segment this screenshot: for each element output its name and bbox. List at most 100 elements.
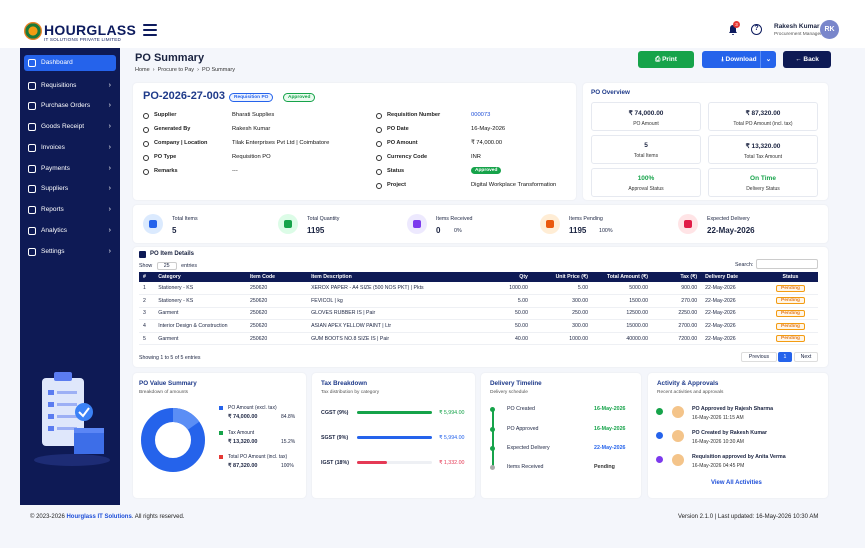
column-header[interactable]: # bbox=[139, 272, 155, 282]
detail-label: Currency Code bbox=[387, 154, 428, 160]
tax-bar-fill bbox=[357, 461, 387, 464]
table-cell: XEROX PAPER - A4 SIZE (500 NOS PKT) | Pk… bbox=[307, 282, 489, 296]
check-icon bbox=[656, 456, 663, 463]
table-cell: 2700.00 bbox=[652, 319, 702, 333]
entries-select[interactable]: 25 bbox=[156, 262, 177, 270]
crumb-home[interactable]: Home bbox=[135, 67, 150, 73]
chevron-down-icon[interactable]: ⌄ bbox=[760, 51, 776, 68]
table-row[interactable]: 2 Stationery - KS 250620 FEVICOL | kg 5.00 30… bbox=[139, 294, 818, 308]
timeline-title: Delivery Timeline bbox=[490, 380, 542, 387]
sidebar-item-goods-receipt[interactable]: Goods Receipt › bbox=[24, 119, 116, 135]
table-cell: Pending bbox=[758, 319, 818, 333]
prev-button[interactable]: Previous bbox=[741, 352, 777, 362]
overview-value: 5 bbox=[644, 142, 648, 149]
sidebar-item-analytics[interactable]: Analytics › bbox=[24, 223, 116, 239]
stats-card bbox=[133, 205, 828, 243]
search-input[interactable] bbox=[756, 259, 818, 269]
stat-label: Total Quantity bbox=[307, 216, 340, 222]
sidebar-item-payments[interactable]: Payments › bbox=[24, 161, 116, 177]
column-header[interactable]: Status bbox=[758, 272, 818, 282]
table-cell: 1000.00 bbox=[531, 332, 592, 346]
overview-box: ₹ 13,320.00 Total Tax Amount bbox=[708, 135, 818, 164]
avatar[interactable]: RK bbox=[820, 20, 839, 39]
timeline-label: PO Approved bbox=[507, 426, 539, 432]
table-cell: Pending bbox=[758, 332, 818, 346]
table-cell: 15000.00 bbox=[591, 319, 653, 333]
column-header[interactable]: Total Amount (₹) bbox=[591, 272, 653, 282]
sidebar-item-settings[interactable]: Settings › bbox=[24, 244, 116, 260]
table-cell: 250620 bbox=[245, 294, 308, 308]
legend-label: PO Amount (excl. tax) bbox=[228, 405, 277, 411]
download-button[interactable]: ⭳ Download ⌄ bbox=[702, 51, 776, 68]
user-name: Rakesh Kumar bbox=[774, 23, 820, 30]
sidebar-item-reports[interactable]: Reports › bbox=[24, 202, 116, 218]
column-header[interactable]: Item Code bbox=[245, 272, 308, 282]
table-row[interactable]: 1 Stationery - KS 250620 XEROX PAPER - A4 S… bbox=[139, 282, 818, 296]
sidebar-item-label: Invoices bbox=[41, 144, 65, 151]
stat-value: 1195 bbox=[307, 226, 325, 235]
icon-glyph bbox=[149, 220, 157, 228]
table-cell: 4 bbox=[139, 319, 155, 333]
table-row[interactable]: 5 Garment 250620 GUM BOOTS NO.8 SIZE IS | P… bbox=[139, 332, 818, 346]
sidebar-item-label: Dashboard bbox=[41, 59, 73, 66]
detail-label: Generated By bbox=[154, 126, 191, 132]
invoice-icon bbox=[28, 144, 36, 152]
sidebar-item-requisitions[interactable]: Requisitions › bbox=[24, 78, 116, 94]
detail-icon bbox=[376, 183, 382, 189]
table-cell: 1000.00 bbox=[488, 282, 532, 296]
table-cell: 40000.00 bbox=[591, 332, 653, 346]
avatar bbox=[672, 406, 684, 418]
page-1-button[interactable]: 1 bbox=[778, 352, 792, 362]
detail-value: Bharati Supplies bbox=[232, 112, 275, 118]
status-badge: Approved bbox=[471, 167, 502, 174]
column-header[interactable]: Qty bbox=[488, 272, 532, 282]
table-cell: 22-May-2026 bbox=[701, 319, 759, 333]
table-cell: 22-May-2026 bbox=[701, 332, 759, 346]
sidebar-item-purchase-orders[interactable]: Purchase Orders › bbox=[24, 98, 116, 114]
back-button[interactable]: ← Back bbox=[783, 51, 831, 68]
status-badge: Pending bbox=[776, 322, 805, 330]
menu-toggle-icon[interactable] bbox=[143, 24, 157, 36]
overview-label: PO Amount bbox=[633, 121, 659, 127]
overview-title: PO Overview bbox=[591, 89, 630, 96]
table-info: Showing 1 to 5 of 5 entries bbox=[139, 355, 201, 361]
column-header[interactable]: Delivery Date bbox=[701, 272, 759, 282]
table-row[interactable]: 3 Garment 250620 GLOVES RUBBER IS | Pair 50.… bbox=[139, 307, 818, 321]
tax-value: ₹ 5,994.00 bbox=[439, 410, 465, 416]
sidebar-item-dashboard[interactable]: Dashboard bbox=[24, 55, 116, 71]
stat-value: 5 bbox=[172, 226, 177, 235]
avatar bbox=[672, 454, 684, 466]
activity-title: Activity & Approvals bbox=[657, 380, 719, 387]
tax-value: ₹ 5,994.00 bbox=[439, 435, 465, 441]
legend-value: ₹ 74,000.00 bbox=[228, 414, 258, 420]
next-button[interactable]: Next bbox=[794, 352, 818, 362]
table-row[interactable]: 4 Interior Design & Construction 250620 ASI… bbox=[139, 319, 818, 333]
detail-icon bbox=[376, 155, 382, 161]
status-badge: Pending bbox=[776, 309, 805, 317]
stat-label: Total Items bbox=[172, 216, 198, 222]
sidebar-item-suppliers[interactable]: Suppliers › bbox=[24, 181, 116, 197]
chevron-right-icon: › bbox=[108, 206, 111, 213]
sidebar-item-invoices[interactable]: Invoices › bbox=[24, 140, 116, 156]
detail-value: Digital Workplace Transformation bbox=[471, 182, 557, 188]
help-icon[interactable]: ? bbox=[751, 24, 762, 35]
brand-name: HOURGLASS bbox=[44, 22, 137, 38]
print-button[interactable]: ⎙ Print bbox=[638, 51, 694, 68]
table-cell: 5.00 bbox=[488, 294, 532, 308]
overview-box: ₹ 74,000.00 PO Amount bbox=[591, 102, 701, 131]
stat-value: 22-May-2026 bbox=[707, 226, 755, 235]
column-header[interactable]: Category bbox=[154, 272, 246, 282]
detail-label: Company | Location bbox=[154, 140, 208, 146]
column-header[interactable]: Item Description bbox=[307, 272, 489, 282]
detail-icon bbox=[143, 155, 149, 161]
chevron-right-icon: › bbox=[108, 248, 111, 255]
legend-percent: 100% bbox=[281, 463, 294, 469]
overview-box: 100% Approval Status bbox=[591, 168, 701, 197]
crumb-procure[interactable]: Procure to Pay bbox=[157, 67, 195, 73]
column-header[interactable]: Unit Price (₹) bbox=[531, 272, 592, 282]
column-header[interactable]: Tax (₹) bbox=[652, 272, 702, 282]
view-all-activities-link[interactable]: View All Activities bbox=[711, 480, 762, 486]
detail-label: PO Date bbox=[387, 126, 409, 132]
stat-value: 1195 bbox=[569, 226, 587, 235]
stat-label: Items Pending bbox=[569, 216, 603, 222]
